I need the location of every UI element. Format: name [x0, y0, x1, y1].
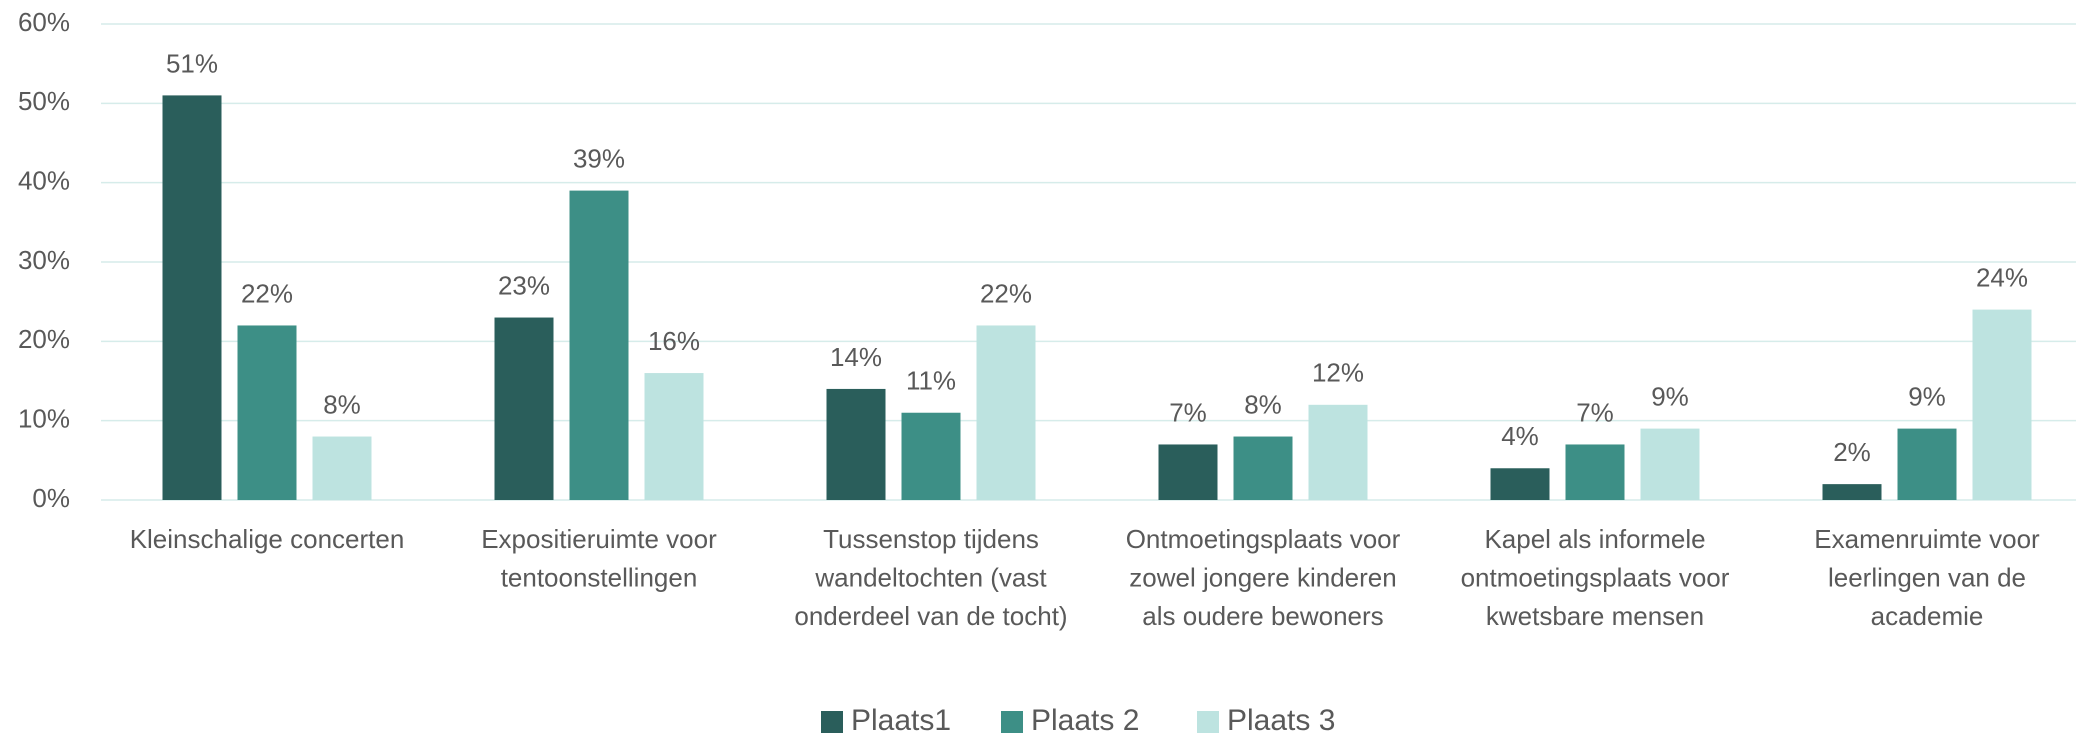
legend-swatch — [1197, 711, 1219, 733]
data-label: 23% — [498, 270, 550, 300]
legend-swatch — [821, 711, 843, 733]
bar — [1897, 428, 1957, 500]
data-label: 4% — [1501, 421, 1539, 451]
data-label: 12% — [1312, 358, 1364, 388]
data-label: 11% — [906, 366, 956, 396]
y-tick-label: 0% — [32, 483, 70, 513]
bar — [569, 190, 629, 500]
x-tick-label: Expositieruimte voor tentoonstellingen — [481, 524, 717, 593]
data-label: 16% — [648, 326, 700, 356]
data-label: 24% — [1976, 262, 2028, 292]
data-label: 2% — [1833, 437, 1871, 467]
data-label: 9% — [1908, 381, 1946, 411]
bar — [1822, 484, 1882, 500]
bar — [976, 325, 1036, 500]
bar — [826, 388, 886, 500]
bar — [1490, 468, 1550, 500]
y-tick-label: 10% — [18, 404, 70, 434]
bar — [1158, 444, 1218, 500]
legend-label: Plaats 3 — [1227, 704, 1335, 737]
data-label: 39% — [573, 143, 625, 173]
x-tick-label: Kapel als informele ontmoetingsplaats voo… — [1461, 524, 1730, 631]
x-tick-label: Ontmoetingsplaats voor zowel jongere kind… — [1126, 524, 1401, 631]
legend-label: Plaats 2 — [1031, 704, 1139, 737]
x-tick-label: Examenruimte voor leerlingen van de academ… — [1814, 524, 2040, 631]
data-label: 8% — [1244, 389, 1282, 419]
y-tick-label: 30% — [18, 245, 70, 275]
data-label: 22% — [241, 278, 293, 308]
y-tick-label: 20% — [18, 324, 70, 354]
legend-label: Plaats1 — [851, 704, 951, 737]
bar — [1972, 309, 2032, 500]
bar — [901, 412, 961, 500]
bar — [644, 373, 704, 500]
data-label: 9% — [1651, 381, 1689, 411]
legend-swatch — [1001, 711, 1023, 733]
data-label: 22% — [980, 278, 1032, 308]
bar — [1233, 436, 1293, 500]
data-label: 7% — [1169, 397, 1207, 427]
bar — [1640, 428, 1700, 500]
bar — [237, 325, 297, 500]
data-label: 8% — [323, 389, 361, 419]
y-tick-label: 40% — [18, 166, 70, 196]
bar — [494, 317, 554, 500]
bar — [1565, 444, 1625, 500]
x-tick-label: Kleinschalige concerten — [130, 524, 405, 554]
y-tick-label: 60% — [18, 7, 70, 37]
data-label: 14% — [830, 342, 882, 372]
bar — [162, 95, 222, 501]
bar — [312, 436, 372, 500]
data-label: 51% — [166, 48, 218, 78]
y-tick-label: 50% — [18, 86, 70, 116]
data-label: 7% — [1576, 397, 1614, 427]
x-tick-label: Tussenstop tijdens wandeltochten (vast ond… — [794, 524, 1067, 631]
bar — [1308, 404, 1368, 500]
